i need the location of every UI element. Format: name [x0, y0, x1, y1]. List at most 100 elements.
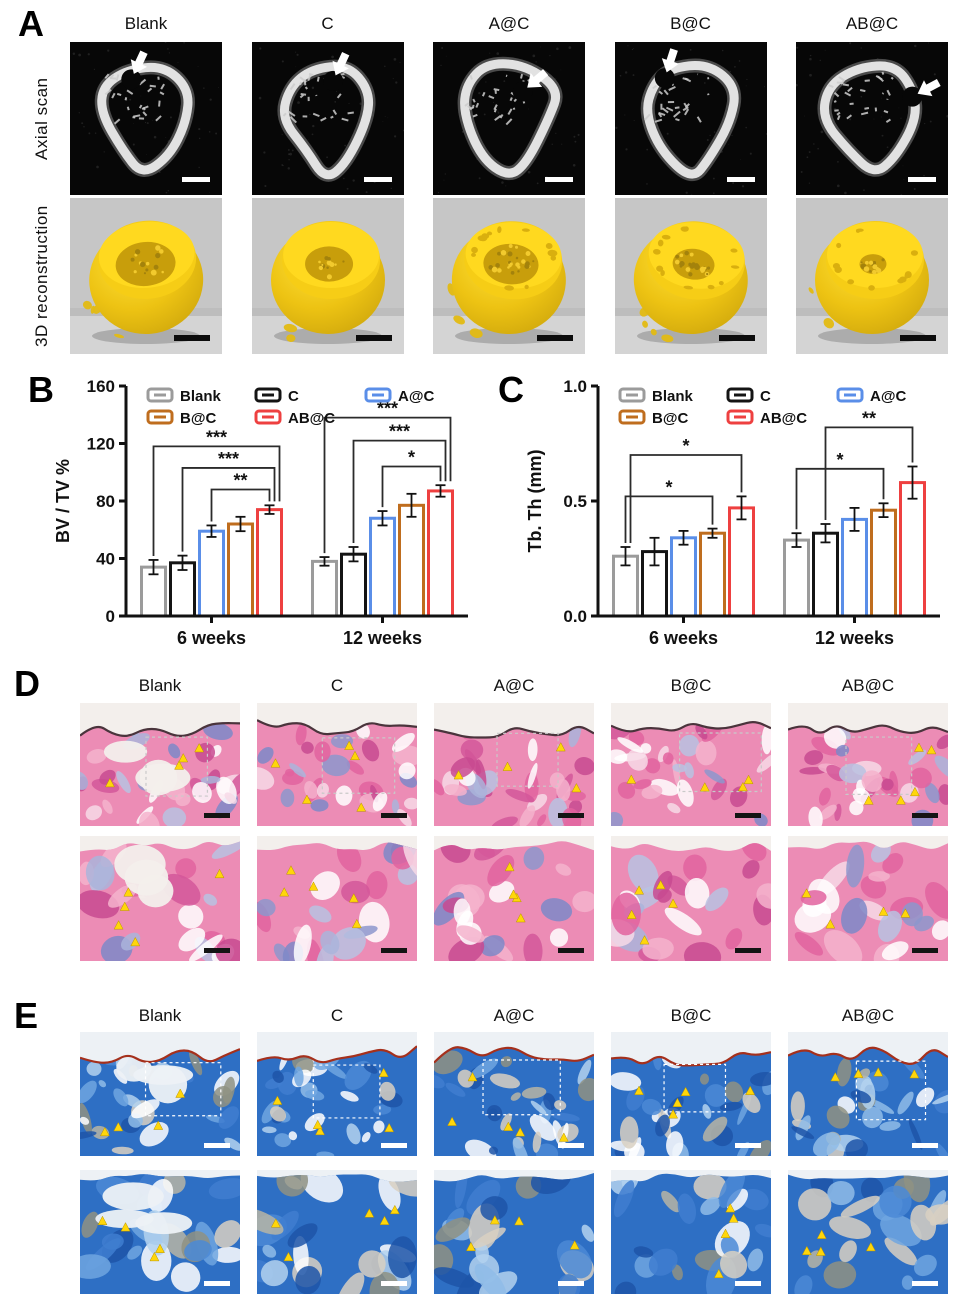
error-bar — [319, 556, 330, 567]
scale-bar — [381, 1281, 407, 1286]
triangle-marker-icon — [465, 1241, 476, 1252]
triangle-marker-icon — [816, 1229, 827, 1239]
triangle-marker-icon — [825, 919, 836, 929]
triangle-marker-icon — [130, 936, 141, 947]
triangle-marker-icon — [214, 868, 225, 879]
legend-item-ab-c: AB@C — [726, 409, 807, 427]
triangle-marker-icon — [626, 774, 637, 784]
triangle-marker-icon — [626, 909, 637, 919]
triangle-marker-icon — [272, 1095, 283, 1105]
scale-bar — [381, 1143, 407, 1148]
significance-stars: *** — [377, 399, 398, 419]
inset-outline — [312, 1064, 381, 1119]
triangle-marker-icon — [508, 889, 519, 899]
triangle-marker-icon — [113, 1121, 124, 1132]
scale-bar — [381, 813, 407, 818]
scale-bar — [558, 1143, 584, 1148]
error-bar — [620, 546, 631, 567]
triangle-marker-icon — [312, 1119, 323, 1129]
3d-reconstruction-image-blank — [70, 198, 222, 354]
svg-text:C: C — [760, 388, 771, 405]
inset-outline — [482, 1059, 561, 1116]
tb-th-bar-chart: *****0.00.51.0Tb. Th (mm)6 weeks 12 weeks… — [525, 380, 940, 648]
svg-text:AB@C: AB@C — [760, 410, 807, 427]
error-bar — [878, 502, 889, 519]
he-staining-row-2 — [80, 836, 948, 961]
significance-stars: *** — [206, 427, 227, 447]
error-bar — [849, 507, 860, 532]
triangle-marker-icon — [350, 750, 360, 761]
panel-d-label: D — [14, 663, 40, 704]
he-stain-image-blank — [80, 703, 240, 826]
he-stain-image-b-c — [611, 703, 771, 826]
he-stain-magnified-image-a-c — [434, 836, 594, 961]
group-header-a-c: A@C — [493, 1006, 535, 1025]
error-bar — [707, 527, 718, 539]
scale-bar — [174, 335, 210, 341]
triangle-marker-icon — [174, 760, 184, 770]
triangle-marker-icon — [120, 1222, 131, 1232]
triangle-marker-icon — [634, 885, 644, 895]
triangle-marker-icon — [515, 913, 526, 923]
triangle-marker-icon — [286, 865, 296, 875]
scale-bar — [912, 948, 938, 953]
y-axis-label: Tb. Th (mm) — [525, 450, 545, 553]
scale-bar — [718, 335, 755, 341]
triangle-marker-icon — [447, 1116, 457, 1126]
bar-b-c-12-weeks — [398, 503, 425, 618]
bar-b-c-12-weeks — [870, 508, 897, 618]
bar-ab-c-12-weeks — [427, 489, 454, 618]
panel-c-label: C — [498, 369, 524, 410]
svg-text:A@C: A@C — [870, 388, 906, 405]
triangle-marker-icon — [680, 1086, 691, 1097]
legend-item-b-c: B@C — [618, 409, 688, 427]
group-header-a-c: A@C — [488, 14, 530, 33]
triangle-marker-icon — [364, 1208, 375, 1218]
triangle-marker-icon — [270, 758, 281, 768]
legend-item-c: C — [726, 387, 771, 405]
significance-stars: * — [836, 450, 843, 470]
triangle-marker-icon — [379, 1215, 390, 1225]
y-tick-label: 0 — [106, 607, 115, 626]
axial-scan-image-a-c — [433, 42, 585, 195]
error-bar — [736, 495, 747, 521]
triangle-marker-icon — [737, 781, 748, 792]
axial-scan-image-blank — [70, 42, 222, 195]
triangle-marker-icon — [909, 1069, 920, 1079]
he-stain-magnified-image-c — [257, 836, 417, 961]
error-bar — [820, 523, 831, 544]
defect-arrow-icon — [130, 50, 148, 74]
triangle-marker-icon — [639, 935, 650, 945]
bar-b-c-6-weeks — [699, 531, 726, 618]
y-tick-label: 160 — [87, 380, 115, 396]
bar-a-c-6-weeks — [670, 536, 697, 618]
scale-bar — [735, 813, 761, 818]
legend-item-a-c: A@C — [364, 387, 434, 405]
triangle-marker-icon — [315, 1125, 325, 1136]
triangle-marker-icon — [926, 744, 937, 755]
triangle-marker-icon — [655, 879, 666, 890]
he-stain-image-a-c — [434, 703, 594, 826]
error-bar — [649, 536, 660, 567]
bar-blank-12-weeks — [783, 538, 810, 618]
triangle-marker-icon — [308, 881, 319, 891]
bar-ab-c-6-weeks — [728, 506, 755, 618]
bar-c-12-weeks — [812, 531, 839, 618]
error-bar — [148, 559, 159, 576]
inset-outline — [855, 1060, 927, 1121]
legend-item-blank: Blank — [146, 387, 222, 405]
triangle-marker-icon — [725, 1203, 736, 1213]
scale-bar — [204, 1281, 230, 1286]
triangle-marker-icon — [153, 1120, 164, 1130]
triangle-marker-icon — [123, 887, 134, 897]
bar-a-c-6-weeks — [198, 529, 225, 618]
significance-bracket — [824, 426, 914, 520]
bar-a-c-12-weeks — [841, 517, 868, 618]
axial-scan-image-c — [251, 42, 404, 195]
scale-bar — [912, 813, 938, 818]
scale-bar — [735, 1281, 761, 1286]
group-header-b-c: B@C — [670, 14, 711, 33]
triangle-marker-icon — [283, 1251, 294, 1262]
